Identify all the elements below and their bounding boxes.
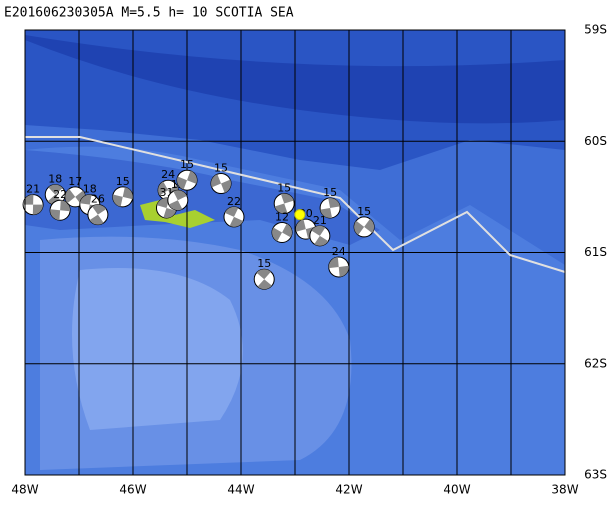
focal-mechanism: [22, 194, 44, 216]
beachball-quadrant: [295, 219, 306, 232]
beachball-quadrant: [274, 203, 288, 214]
beachball-quadrant: [89, 214, 104, 225]
beachball-quadrant: [282, 223, 293, 238]
beachball-quadrant: [272, 227, 283, 242]
lat-tick-label: 60S: [584, 134, 607, 148]
focal-mechanism: [176, 169, 198, 191]
lon-tick-label: 40W: [443, 483, 470, 497]
events: 2118221718261524311215152215123021151524…: [22, 158, 375, 290]
beachball-quadrant: [50, 209, 61, 221]
focal-mechanism: [253, 268, 275, 290]
depth-label: 21: [313, 214, 327, 227]
graticule: [25, 30, 565, 475]
beachball-quadrant: [79, 194, 92, 205]
depth-label: 15: [180, 158, 194, 171]
beachball-quadrant: [311, 225, 326, 236]
focal-mechanism: [210, 173, 232, 195]
depth-label: 15: [323, 186, 337, 199]
beachball-quadrant: [23, 194, 34, 205]
focal-mechanism: [273, 193, 295, 215]
map-frame: [24, 29, 566, 476]
focal-mechanism: [353, 216, 375, 238]
depth-label: 15: [277, 182, 291, 195]
beachball-quadrant: [224, 206, 239, 217]
lon-tick-label: 46W: [119, 483, 146, 497]
lat-tick-label: 61S: [584, 245, 607, 259]
beachball-quadrant: [112, 194, 123, 207]
depth-label: 18: [83, 183, 97, 196]
focal-mechanism: [328, 256, 350, 278]
lon-tick-label: 42W: [335, 483, 362, 497]
beachball-quadrant: [328, 257, 339, 269]
focal-mechanism: [319, 197, 341, 219]
lon-tick-label: 38W: [551, 483, 578, 497]
lon-tick-label: 48W: [11, 483, 38, 497]
beachball-quadrant: [32, 204, 44, 215]
beachball-quadrant: [65, 188, 76, 204]
beachball-quadrant: [173, 190, 187, 201]
beachball-quadrant: [122, 187, 133, 200]
focal-mechanism: [309, 225, 331, 247]
depth-label: 22: [53, 188, 67, 201]
beachball-quadrant: [211, 174, 222, 188]
beachball-quadrant: [221, 179, 232, 193]
beachball-quadrant: [256, 269, 271, 280]
focal-mechanism: [112, 186, 134, 208]
beachball-quadrant: [338, 265, 349, 277]
beachball-quadrant: [229, 216, 244, 227]
depth-label: 24: [161, 168, 175, 181]
depth-label: 26: [91, 193, 105, 206]
beachball-quadrant: [314, 235, 329, 246]
focal-mechanism: [87, 204, 109, 226]
beachball-quadrant: [354, 220, 365, 236]
focal-mechanism: [271, 221, 293, 243]
map-title: E201606230305A M=5.5 h= 10 SCOTIA SEA: [4, 6, 294, 21]
depth-label: 22: [227, 195, 241, 208]
beachball-quadrant: [177, 176, 187, 190]
depth-label: 12: [275, 210, 289, 223]
lat-tick-label: 62S: [584, 356, 607, 370]
beachball-quadrant: [257, 279, 272, 290]
depth-label: 21: [26, 183, 40, 196]
beachball-quadrant: [48, 184, 63, 195]
depth-label: 24: [332, 245, 346, 258]
depth-label: 15: [116, 175, 130, 188]
depth-label: 15: [357, 205, 371, 218]
focal-mechanism: [167, 189, 189, 211]
depth-label: 15: [214, 162, 228, 175]
beachball-quadrant: [320, 208, 333, 218]
lat-tick-label: 63S: [584, 468, 607, 482]
depth-label: 17: [68, 175, 82, 188]
focal-mechanism: [49, 199, 71, 221]
beachball-quadrant: [168, 200, 183, 211]
lat-tick-label: 59S: [584, 23, 607, 37]
epicenter: [294, 209, 306, 221]
lon-tick-label: 44W: [227, 483, 254, 497]
beachball-quadrant: [328, 198, 340, 208]
plate-boundary: [25, 136, 566, 273]
depth-label: 15: [257, 257, 271, 270]
focal-mechanism: [223, 206, 245, 228]
beachball-quadrant: [187, 170, 198, 184]
beachball-quadrant: [60, 200, 71, 212]
beachball-quadrant: [163, 208, 177, 218]
beachball-quadrant: [158, 181, 169, 196]
beachball-quadrant: [364, 218, 375, 234]
beachball-quadrant: [92, 204, 107, 215]
beachball-quadrant: [156, 198, 170, 208]
beachball-quadrant: [280, 193, 294, 204]
depth-label: 18: [48, 173, 62, 186]
